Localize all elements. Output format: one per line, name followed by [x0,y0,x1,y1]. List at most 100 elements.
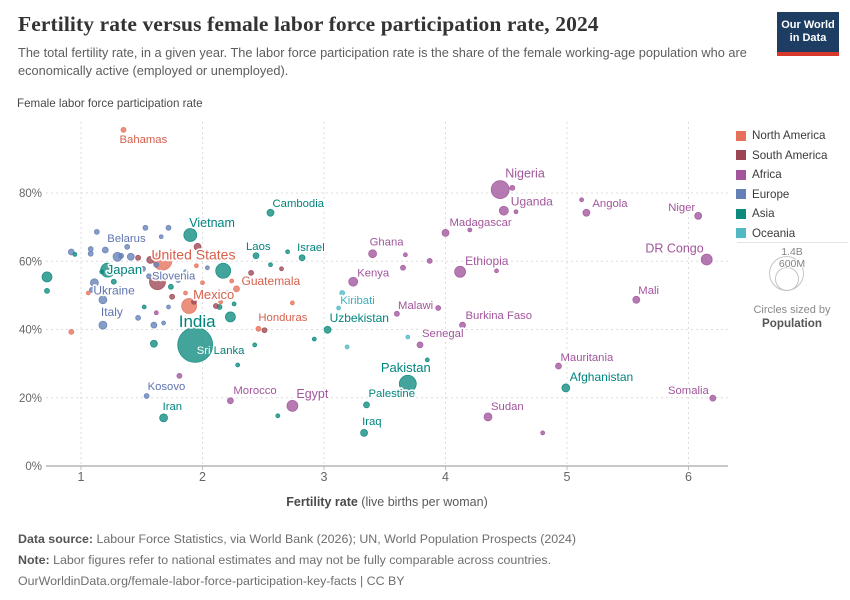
scatter-point[interactable] [142,224,149,231]
scatter-point[interactable] [118,252,124,259]
scatter-point[interactable] [231,301,237,307]
scatter-point-slovenia[interactable] [146,273,152,280]
scatter-point-sudan[interactable] [483,412,493,422]
scatter-point-egypt[interactable] [286,400,299,412]
scatter-point[interactable] [153,261,160,268]
scatter-point-somalia[interactable] [709,394,717,402]
scatter-point[interactable] [424,357,430,363]
scatter-point[interactable] [224,290,230,296]
scatter-point-senegal[interactable] [416,341,424,349]
scatter-point[interactable] [87,246,94,252]
legend-item-north-america[interactable]: North America [736,126,827,146]
scatter-point[interactable] [146,256,155,264]
scatter-point[interactable] [540,430,546,436]
scatter-point[interactable] [426,258,433,264]
scatter-point[interactable] [110,278,117,285]
scatter-point-malawi[interactable] [435,305,442,311]
scatter-point-mauritania[interactable] [555,362,562,370]
scatter-point[interactable] [279,266,284,272]
scatter-point-pakistan[interactable] [398,374,417,393]
scatter-point-ethiopia[interactable] [454,265,466,278]
scatter-point[interactable] [275,413,281,419]
scatter-point[interactable] [394,310,400,317]
scatter-point-dr-congo[interactable] [700,253,713,266]
scatter-point[interactable] [175,277,182,283]
legend-item-europe[interactable]: Europe [736,185,827,205]
scatter-point[interactable] [204,320,211,326]
scatter-point[interactable] [213,303,219,309]
scatter-point[interactable] [99,269,105,275]
scatter-point-nigeria[interactable] [490,180,510,199]
scatter-point[interactable] [72,252,78,257]
scatter-point[interactable] [225,311,236,323]
scatter-point[interactable] [215,262,232,279]
scatter-point[interactable] [183,269,188,275]
scatter-point[interactable] [140,265,146,272]
scatter-point[interactable] [166,304,171,310]
scatter-point-kiribati[interactable] [339,290,346,296]
scatter-point-guatemala[interactable] [233,285,240,293]
scatter-point-india[interactable] [177,327,214,363]
scatter-point[interactable] [150,321,158,329]
scatter-point-burkina-faso[interactable] [459,321,466,329]
scatter-point-morocco[interactable] [227,397,234,405]
scatter-point[interactable] [229,278,235,284]
scatter-point[interactable] [311,336,317,342]
scatter-point[interactable] [135,254,141,261]
scatter-point-israel[interactable] [298,254,306,262]
scatter-point-uzbekistan[interactable] [323,325,332,334]
scatter-point-laos[interactable] [252,252,260,260]
scatter-point[interactable] [98,295,108,305]
scatter-point[interactable] [68,329,75,335]
scatter-point-bahamas[interactable] [120,127,127,133]
scatter-point-palestine[interactable] [363,401,370,409]
scatter-point[interactable] [85,290,91,296]
scatter-point[interactable] [513,209,519,215]
scatter-point-sri-lanka[interactable] [235,362,241,368]
scatter-point[interactable] [113,269,119,275]
scatter-point-mali[interactable] [632,295,641,304]
scatter-point[interactable] [191,299,197,305]
scatter-point[interactable] [141,304,147,310]
scatter-point[interactable] [579,197,584,203]
scatter-point-uganda[interactable] [498,205,509,216]
scatter-point[interactable] [509,185,516,191]
scatter-point[interactable] [400,264,406,271]
scatter-point[interactable] [405,334,411,340]
scatter-point[interactable] [135,315,141,321]
legend-item-africa[interactable]: Africa [736,165,827,185]
scatter-point[interactable] [290,300,295,306]
scatter-point[interactable] [150,339,158,348]
scatter-point[interactable] [126,252,135,261]
scatter-point[interactable] [168,283,174,290]
scatter-point-iraq[interactable] [360,429,368,437]
scatter-point-kenya[interactable] [348,276,359,287]
scatter-point[interactable] [87,250,94,257]
scatter-point-vietnam[interactable] [183,228,198,242]
scatter-point[interactable] [336,305,341,311]
scatter-point-belarus[interactable] [101,246,109,254]
legend-item-asia[interactable]: Asia [736,204,827,224]
owid-logo[interactable]: Our World in Data [777,12,839,56]
scatter-point[interactable] [290,277,295,283]
scatter-point[interactable] [194,263,199,269]
scatter-point[interactable] [165,224,172,231]
scatter-point-italy[interactable] [98,320,108,330]
scatter-point[interactable] [41,271,53,283]
scatter-point[interactable] [248,270,254,276]
scatter-point[interactable] [467,227,473,233]
legend-item-oceania[interactable]: Oceania [736,224,827,244]
scatter-point[interactable] [193,243,202,251]
scatter-point[interactable] [93,229,100,235]
scatter-point-cambodia[interactable] [266,208,275,217]
scatter-point[interactable] [149,273,166,291]
scatter-point[interactable] [344,344,350,350]
scatter-point-afghanistan[interactable] [561,383,571,393]
scatter-point[interactable] [153,310,159,316]
scatter-point[interactable] [205,265,210,271]
scatter-point[interactable] [252,342,258,348]
scatter-point[interactable] [183,290,188,296]
scatter-point-madagascar[interactable] [441,229,450,237]
scatter-point-honduras[interactable] [255,325,262,332]
